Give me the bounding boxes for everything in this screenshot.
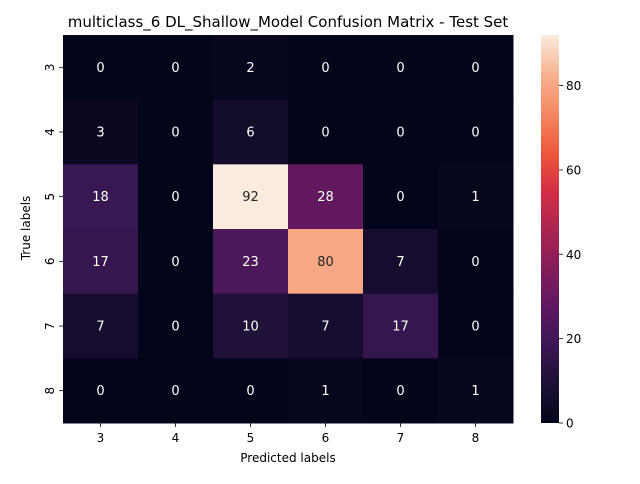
heatmap-cell bbox=[288, 358, 364, 424]
cell-value-label: 0 bbox=[171, 61, 179, 76]
heatmap-cell bbox=[438, 293, 514, 359]
heatmap-cell bbox=[213, 35, 289, 101]
heatmap-cell bbox=[363, 358, 439, 424]
heatmap-cell bbox=[363, 35, 439, 101]
cell-value-label: 28 bbox=[317, 190, 334, 205]
y-tick-label: 4 bbox=[43, 128, 57, 136]
cell-value-label: 0 bbox=[171, 255, 179, 270]
cell-value-label: 17 bbox=[392, 320, 409, 335]
heatmap-cell bbox=[63, 164, 139, 230]
y-tick-label: 7 bbox=[43, 322, 57, 330]
cell-value-label: 0 bbox=[321, 126, 329, 141]
cell-value-label: 10 bbox=[242, 320, 259, 335]
heatmap-cell bbox=[138, 293, 214, 359]
cell-value-label: 0 bbox=[396, 61, 404, 76]
cell-value-label: 0 bbox=[396, 190, 404, 205]
cell-value-label: 17 bbox=[92, 255, 109, 270]
x-tick-label: 5 bbox=[247, 431, 255, 445]
cell-value-label: 7 bbox=[321, 320, 329, 335]
cell-value-label: 0 bbox=[171, 320, 179, 335]
y-axis: 3 4 5 6 7 8 bbox=[43, 64, 63, 395]
cell-value-label: 1 bbox=[321, 384, 329, 399]
y-tick-label: 5 bbox=[43, 193, 57, 201]
cell-value-label: 80 bbox=[317, 255, 334, 270]
heatmap-cell bbox=[63, 293, 139, 359]
cell-value-label: 2 bbox=[246, 61, 254, 76]
heatmap-cell bbox=[288, 35, 364, 101]
cell-value-label: 0 bbox=[471, 255, 479, 270]
heatmap-cell bbox=[213, 229, 289, 295]
chart-title: multiclass_6 DL_Shallow_Model Confusion … bbox=[68, 13, 509, 32]
x-tick-label: 4 bbox=[172, 431, 180, 445]
heatmap-cell bbox=[213, 358, 289, 424]
heatmap-cell bbox=[363, 99, 439, 165]
cell-value-label: 92 bbox=[242, 190, 259, 205]
cell-value-label: 0 bbox=[171, 126, 179, 141]
colorbar-tick-label: 80 bbox=[566, 79, 581, 93]
x-tick-label: 7 bbox=[397, 431, 405, 445]
cell-value-label: 3 bbox=[96, 126, 104, 141]
heatmap-cell bbox=[138, 358, 214, 424]
cell-value-label: 18 bbox=[92, 190, 109, 205]
cell-value-label: 0 bbox=[246, 384, 254, 399]
x-tick-label: 3 bbox=[97, 431, 105, 445]
heatmap-cell bbox=[288, 164, 364, 230]
y-tick-label: 6 bbox=[43, 258, 57, 266]
cell-value-label: 0 bbox=[171, 384, 179, 399]
cell-value-label: 1 bbox=[471, 190, 479, 205]
heatmap-cell bbox=[438, 229, 514, 295]
x-axis-label: Predicted labels bbox=[240, 451, 335, 465]
heatmap-cell bbox=[363, 164, 439, 230]
heatmap-cell bbox=[138, 99, 214, 165]
heatmap-cell bbox=[63, 99, 139, 165]
y-tick-label: 8 bbox=[43, 387, 57, 395]
heatmap-cell bbox=[213, 293, 289, 359]
cell-value-label: 0 bbox=[396, 126, 404, 141]
colorbar-tick-label: 20 bbox=[566, 332, 581, 346]
colorbar-tick-label: 40 bbox=[566, 248, 581, 262]
cell-value-label: 0 bbox=[321, 61, 329, 76]
heatmap-cell bbox=[438, 164, 514, 230]
heatmap-cell bbox=[63, 358, 139, 424]
y-tick-label: 3 bbox=[43, 64, 57, 72]
x-tick-label: 6 bbox=[322, 431, 330, 445]
cell-value-label: 1 bbox=[471, 384, 479, 399]
cell-value-label: 0 bbox=[96, 61, 104, 76]
heatmap-cell bbox=[363, 293, 439, 359]
cell-value-label: 0 bbox=[96, 384, 104, 399]
y-axis-label: True labels bbox=[19, 196, 33, 262]
heatmap-cell bbox=[213, 99, 289, 165]
x-tick-label: 8 bbox=[472, 431, 480, 445]
heatmap-cell bbox=[288, 293, 364, 359]
cell-value-label: 7 bbox=[396, 255, 404, 270]
heatmap-cell bbox=[288, 99, 364, 165]
heatmap-cell bbox=[438, 358, 514, 424]
heatmap-cell bbox=[63, 229, 139, 295]
colorbar-tick-label: 0 bbox=[566, 417, 574, 431]
colorbar: 0 20 40 60 80 bbox=[541, 35, 581, 431]
cell-value-label: 0 bbox=[471, 61, 479, 76]
x-axis: 3 4 5 6 7 8 bbox=[97, 423, 480, 445]
heatmap-cell bbox=[138, 229, 214, 295]
heatmap-cell bbox=[363, 229, 439, 295]
cell-value-label: 0 bbox=[396, 384, 404, 399]
cell-value-label: 6 bbox=[246, 126, 254, 141]
heatmap-cell bbox=[288, 229, 364, 295]
heatmap-cell bbox=[63, 35, 139, 101]
colorbar-tick-label: 60 bbox=[566, 163, 581, 177]
cell-value-label: 23 bbox=[242, 255, 259, 270]
heatmap-cell bbox=[438, 99, 514, 165]
cell-value-label: 0 bbox=[471, 320, 479, 335]
heatmap-cell bbox=[438, 35, 514, 101]
colorbar-gradient bbox=[541, 35, 559, 423]
cell-value-label: 7 bbox=[96, 320, 104, 335]
heatmap-cell bbox=[138, 35, 214, 101]
heatmap-cells: 0 0 2 0 0 03 0 6 0 0 018 0 92 28 0 117 0 23 80 7 07 0 10 7 17 00 0… bbox=[63, 35, 514, 424]
cell-value-label: 0 bbox=[171, 190, 179, 205]
heatmap-cell bbox=[138, 164, 214, 230]
cell-value-label: 0 bbox=[471, 126, 479, 141]
heatmap-cell bbox=[213, 164, 289, 230]
